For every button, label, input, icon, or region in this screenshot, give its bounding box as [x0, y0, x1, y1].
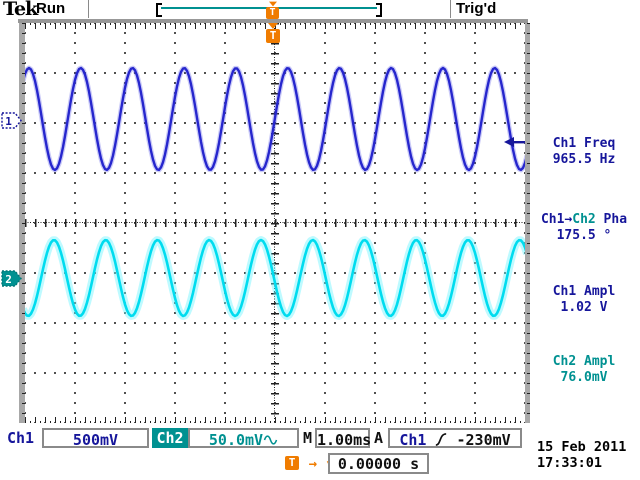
separator: [450, 0, 451, 18]
trigger-position-marker-top[interactable]: T: [266, 1, 279, 19]
trigger-t-icon: T: [266, 29, 280, 43]
measurement: Ch2 Ampl 76.0mV: [528, 354, 640, 386]
trigger-arrow-down-icon: [268, 23, 278, 29]
measurement-label: Ch1→Ch2 Pha: [540, 212, 628, 227]
tek-logo: Tek: [3, 0, 38, 20]
ch2-label: Ch2: [152, 428, 188, 448]
measurement-value: 76.0mV: [560, 370, 608, 385]
center-horizontal-axis-ticks: [25, 219, 525, 227]
trigger-bus-label: A: [374, 429, 384, 447]
ch2-scale-readout: 50.0mV: [188, 428, 299, 449]
trigger-level-value: -230mV: [456, 431, 511, 449]
sine-coupling-icon: [263, 435, 278, 445]
graticule: [25, 23, 525, 423]
measurement-label: Ch1 Ampl: [552, 284, 616, 299]
ch1-trace: [25, 66, 525, 172]
measurement: Ch1 Freq 965.5 Hz: [528, 136, 640, 168]
trigger-status: Trig'd: [456, 0, 497, 17]
measurement: Ch1 Ampl 1.02 V: [528, 284, 640, 316]
time-label: 17:33:01: [537, 455, 603, 471]
trigger-holdoff-readout: 0.00000 s: [328, 453, 429, 474]
separator: [88, 0, 89, 18]
acquisition-state: Run: [36, 0, 66, 17]
timebase-readout: 1.00ms: [315, 428, 371, 449]
graticule-top-frame: [18, 19, 528, 23]
measurement-label: Ch2 Ampl: [552, 354, 616, 369]
timebase-label: M: [303, 429, 313, 447]
trigger-arrow-down-icon: [268, 1, 277, 7]
measurement-label: Ch1 Freq: [552, 136, 616, 151]
trigger-level-arrow[interactable]: [503, 136, 525, 148]
date-label: 15 Feb 2011: [537, 439, 627, 455]
measurement-value: 1.02 V: [560, 300, 608, 315]
waveform-traces: [25, 65, 525, 320]
rising-edge-icon: [436, 433, 447, 446]
trigger-position-marker[interactable]: T: [266, 23, 280, 43]
ch2-scale-value: 50.0mV: [208, 431, 264, 449]
trigger-t-icon: T: [285, 456, 299, 470]
datetime: 15 Feb 2011 17:33:01: [537, 439, 640, 471]
arrow-right-icon: →: [308, 456, 318, 472]
record-view-right-bracket: [376, 3, 382, 17]
trigger-readout: Ch1 -230mV: [388, 428, 522, 449]
measurement-value: 965.5 Hz: [552, 152, 616, 167]
trigger-time-group: T → ▼: [285, 453, 334, 474]
ch1-label: Ch1: [7, 429, 35, 447]
ch2-trace: [25, 238, 525, 318]
ch2-ground-marker[interactable]: 2: [1, 270, 23, 287]
center-horizontal-axis: [25, 222, 525, 223]
graticule-right-frame: [525, 23, 530, 423]
measurement-value: 175.5 °: [556, 228, 612, 243]
record-view-left-bracket: [156, 3, 162, 17]
ch1-ground-marker[interactable]: 1: [1, 112, 23, 129]
ch1-scale-readout: 500mV: [42, 428, 149, 449]
measurement: Ch1→Ch2 Pha 175.5 °: [528, 212, 640, 244]
svg-text:2: 2: [5, 273, 12, 286]
svg-text:1: 1: [5, 115, 12, 128]
trigger-t-icon: T: [266, 7, 279, 19]
trigger-source-value: Ch1: [399, 431, 427, 449]
graticule-left-frame: [19, 23, 25, 423]
